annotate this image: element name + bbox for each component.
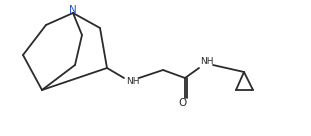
Text: O: O: [179, 98, 187, 108]
Text: NH: NH: [200, 56, 214, 66]
Text: NH: NH: [126, 78, 140, 86]
Text: N: N: [69, 5, 77, 15]
